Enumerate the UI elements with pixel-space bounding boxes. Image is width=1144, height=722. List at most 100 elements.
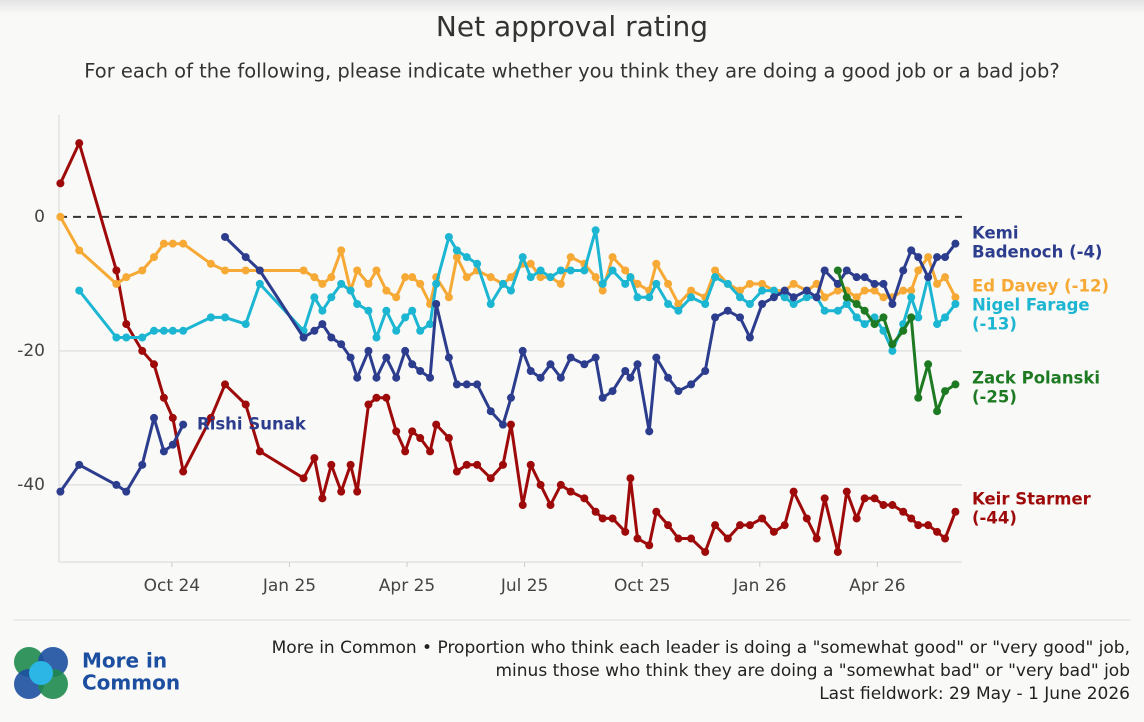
- data-point: [556, 266, 565, 275]
- data-point: [674, 306, 683, 315]
- data-point: [633, 360, 642, 369]
- data-point: [546, 273, 555, 282]
- data-point: [951, 380, 960, 389]
- logo-text: More in: [82, 649, 167, 673]
- data-point: [112, 333, 121, 342]
- data-point: [506, 273, 515, 282]
- data-point: [56, 179, 65, 188]
- data-point: [591, 353, 600, 362]
- data-point: [870, 286, 879, 295]
- data-point: [486, 273, 495, 282]
- data-point: [870, 494, 879, 503]
- data-point: [723, 306, 732, 315]
- data-point: [633, 279, 642, 288]
- data-point: [591, 507, 600, 516]
- data-point: [364, 279, 373, 288]
- series-label: Zack Polanski: [972, 369, 1100, 388]
- data-point: [299, 474, 308, 483]
- data-point: [941, 534, 950, 543]
- data-point: [444, 353, 453, 362]
- data-point: [860, 306, 869, 315]
- data-point: [432, 279, 441, 288]
- data-point: [138, 333, 147, 342]
- series: Zack Polanski(-25): [833, 266, 1100, 416]
- data-point: [327, 333, 336, 342]
- data-point: [382, 286, 391, 295]
- data-point: [951, 299, 960, 308]
- data-point: [907, 293, 916, 302]
- data-point: [652, 353, 661, 362]
- series-label: Badenoch (-4): [972, 243, 1102, 262]
- data-point: [299, 333, 308, 342]
- data-point: [789, 293, 798, 302]
- data-point: [802, 293, 811, 302]
- data-point: [159, 239, 168, 248]
- data-point: [789, 299, 798, 308]
- series: Rishi Sunak: [56, 413, 307, 496]
- x-tick-label: Jan 26: [732, 576, 786, 596]
- data-point: [526, 460, 535, 469]
- data-point: [241, 266, 250, 275]
- data-point: [758, 514, 767, 523]
- chart-title: Net approval rating: [436, 10, 708, 43]
- data-point: [112, 266, 121, 275]
- x-tick-label: Apr 25: [379, 576, 435, 596]
- data-point: [789, 487, 798, 496]
- data-point: [951, 293, 960, 302]
- data-point: [852, 313, 861, 322]
- data-point: [159, 393, 168, 402]
- data-point: [452, 380, 461, 389]
- data-point: [310, 293, 319, 302]
- series-line: [78, 228, 957, 353]
- data-point: [426, 447, 435, 456]
- data-point: [408, 360, 417, 369]
- data-point: [150, 326, 159, 335]
- data-point: [432, 420, 441, 429]
- data-point: [924, 521, 933, 530]
- data-point: [780, 521, 789, 530]
- data-point: [914, 253, 923, 262]
- data-point: [462, 253, 471, 262]
- data-point: [879, 326, 888, 335]
- data-point: [598, 286, 607, 295]
- data-point: [473, 460, 482, 469]
- data-point: [546, 501, 555, 510]
- data-point: [392, 373, 401, 382]
- data-point: [802, 286, 811, 295]
- data-point: [179, 420, 188, 429]
- data-point: [452, 246, 461, 255]
- y-tick-label: -40: [17, 475, 45, 495]
- data-point: [364, 306, 373, 315]
- data-point: [138, 346, 147, 355]
- data-point: [860, 286, 869, 295]
- series-line: [223, 235, 957, 433]
- data-point: [150, 413, 159, 422]
- data-point: [337, 246, 346, 255]
- data-point: [372, 333, 381, 342]
- data-point: [701, 547, 710, 556]
- data-point: [416, 434, 425, 443]
- data-point: [664, 373, 673, 382]
- data-point: [608, 266, 617, 275]
- data-point: [566, 487, 575, 496]
- data-point: [206, 313, 215, 322]
- data-point: [486, 474, 495, 483]
- data-point: [486, 407, 495, 416]
- data-point: [486, 299, 495, 308]
- data-point: [310, 454, 319, 463]
- data-point: [327, 293, 336, 302]
- data-point: [122, 487, 131, 496]
- data-point: [444, 434, 453, 443]
- data-point: [56, 487, 65, 496]
- data-point: [536, 373, 545, 382]
- data-point: [820, 293, 829, 302]
- data-point: [56, 212, 65, 221]
- data-point: [780, 293, 789, 302]
- data-point: [933, 407, 942, 416]
- data-point: [473, 380, 482, 389]
- data-point: [546, 360, 555, 369]
- data-point: [769, 293, 778, 302]
- data-point: [736, 286, 745, 295]
- data-point: [701, 367, 710, 376]
- data-point: [168, 239, 177, 248]
